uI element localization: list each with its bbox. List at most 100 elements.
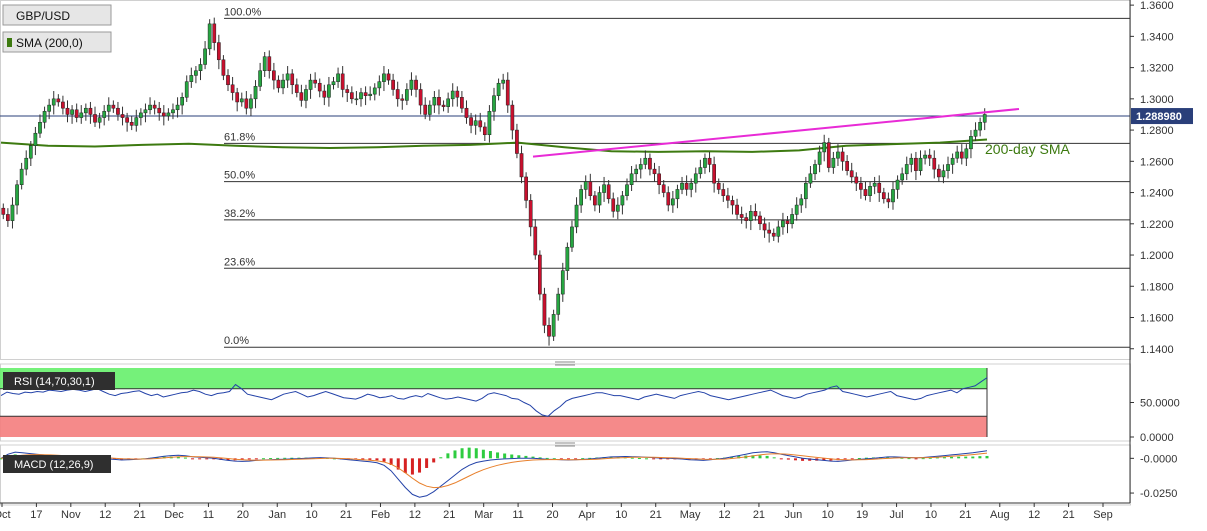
sma-200-line: [0, 138, 988, 153]
candle-body: [684, 182, 689, 190]
candle-body: [657, 173, 661, 185]
candle-body: [551, 314, 556, 337]
candle-body: [175, 104, 180, 111]
candle-body: [891, 189, 895, 203]
x-tick-label: 20: [546, 509, 558, 521]
candle-body: [726, 195, 730, 201]
x-tick-label: 21: [1062, 509, 1074, 521]
macd-histogram-bar: [247, 458, 251, 460]
macd-histogram-bar: [942, 457, 946, 459]
candle-body: [606, 184, 611, 200]
x-tick-label: 10: [615, 509, 627, 521]
candle-body: [267, 56, 272, 71]
candle-body: [689, 182, 694, 190]
candle-body: [372, 87, 377, 95]
candle-body: [446, 98, 450, 107]
candle-body: [790, 214, 794, 225]
candle-body: [579, 189, 583, 206]
candle-body: [648, 157, 652, 170]
candle-body: [79, 112, 84, 118]
macd-histogram-bar: [985, 455, 989, 459]
rsi-label: RSI (14,70,30,1): [14, 376, 95, 388]
candle-body: [171, 109, 175, 114]
macd-histogram-bar: [446, 453, 450, 459]
candle-body: [129, 122, 134, 126]
candle-body: [918, 157, 923, 171]
macd-histogram-bar: [191, 458, 195, 460]
candle-body: [395, 89, 400, 100]
rsi-y-tick-label: 50.0000: [1140, 398, 1180, 410]
candle-body: [216, 42, 221, 61]
candle-body: [693, 173, 698, 184]
candle-body: [524, 176, 528, 201]
candle-body: [148, 104, 152, 111]
candle-body: [528, 200, 533, 228]
macd-histogram-bar: [503, 453, 507, 459]
candle-body: [721, 189, 726, 196]
candle-body: [272, 70, 276, 81]
candle-body: [758, 215, 762, 225]
macd-histogram-bar: [907, 458, 911, 460]
candle-body: [868, 186, 872, 196]
macd-histogram-bar: [396, 458, 400, 470]
x-tick-label: Oct: [0, 509, 11, 521]
candle-body: [712, 164, 716, 184]
candle-body: [969, 136, 973, 150]
macd-histogram-bar: [609, 456, 613, 459]
price-y-tick-label: 1.2600: [1140, 156, 1174, 168]
candle-body: [281, 79, 285, 89]
candle-body: [886, 198, 891, 203]
candle-body: [973, 129, 978, 137]
macd-histogram-bar: [652, 458, 656, 460]
candle-body: [363, 92, 368, 96]
macd-histogram-bar: [418, 458, 422, 473]
candle-body: [340, 73, 345, 90]
candle-body: [565, 246, 570, 271]
candle-body: [258, 70, 262, 87]
x-tick-label: Apr: [578, 509, 595, 521]
candle-body: [469, 117, 473, 126]
macd-histogram-bar: [375, 458, 379, 461]
candle-body: [776, 226, 781, 237]
fib-level-label: 23.6%: [224, 256, 255, 268]
candle-body: [611, 198, 616, 212]
macd-histogram-bar: [439, 457, 443, 459]
candle-body: [946, 164, 950, 171]
candle-body: [336, 73, 340, 82]
candle-body: [120, 114, 125, 118]
x-tick-label: 12: [718, 509, 730, 521]
sma-label-box: [2, 31, 112, 53]
macd-line: [0, 450, 988, 498]
candle-body: [753, 211, 758, 217]
candle-body: [982, 114, 987, 123]
candle-body: [28, 145, 33, 159]
macd-histogram-bar: [935, 457, 939, 459]
macd-histogram-bar: [630, 457, 634, 459]
x-tick-label: Feb: [371, 509, 390, 521]
candle-body: [409, 79, 414, 90]
candle-body: [510, 104, 515, 131]
x-tick-label: 21: [443, 509, 455, 521]
candle-body: [116, 107, 120, 115]
x-tick-label: 17: [30, 509, 42, 521]
price-y-tick-label: 1.2800: [1140, 125, 1174, 137]
candle-body: [680, 182, 684, 190]
candle-body: [244, 98, 249, 109]
candle-body: [808, 173, 813, 184]
x-tick-label: 11: [512, 509, 523, 521]
macd-panel: [0, 447, 989, 498]
price-y-tick-label: 1.1600: [1140, 313, 1174, 325]
macd-histogram-bar: [886, 456, 890, 459]
last-price-tag-text: 1.288980: [1136, 111, 1182, 123]
rsi-panel: [0, 368, 988, 437]
price-y-tick-label: 1.2200: [1140, 219, 1174, 231]
x-tick-label: 11: [203, 509, 214, 521]
candle-body: [143, 109, 148, 114]
candle-body: [570, 226, 574, 248]
candle-body: [313, 79, 317, 84]
candle-body: [771, 232, 776, 237]
candle-body: [437, 97, 441, 106]
macd-histogram-bar: [332, 458, 336, 460]
candle-body: [1, 207, 6, 215]
macd-histogram-bar: [382, 458, 386, 462]
